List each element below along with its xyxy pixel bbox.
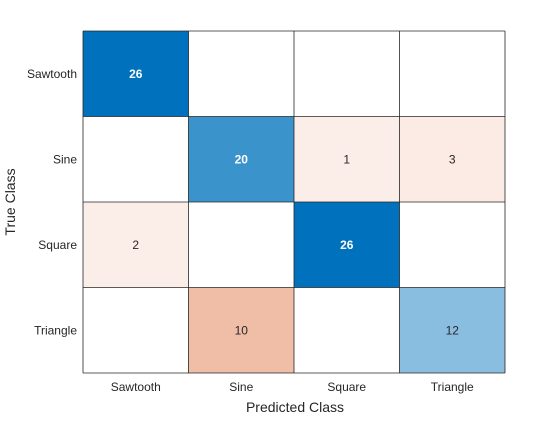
x-tick-label: Triangle xyxy=(431,380,474,394)
grid-layer xyxy=(82,30,506,374)
cell-value-sawtooth-sawtooth: 26 xyxy=(129,67,143,81)
cell-triangle-triangle xyxy=(399,287,505,373)
cell-square-square xyxy=(294,202,400,288)
cell-value-triangle-triangle: 12 xyxy=(446,323,460,337)
y-tick-label: Square xyxy=(38,238,77,252)
cell-sawtooth-sawtooth xyxy=(83,31,189,117)
labels-layer: 26 20 1 3 2 26 10 12 Sawtooth Sine Square Triangle S… xyxy=(27,67,474,394)
x-tick-label: Square xyxy=(327,380,366,394)
x-tick-label: Sine xyxy=(229,380,253,394)
cell-triangle-square xyxy=(294,287,400,373)
cell-value-square-sawtooth: 2 xyxy=(132,238,139,252)
cell-sawtooth-triangle xyxy=(399,31,505,117)
y-tick-label: Sawtooth xyxy=(27,67,77,81)
x-tick-label: Sawtooth xyxy=(111,380,161,394)
cell-sine-sine xyxy=(188,116,294,202)
cell-value-triangle-sine: 10 xyxy=(235,323,249,337)
y-tick-label: Sine xyxy=(53,152,77,166)
cell-sine-triangle xyxy=(399,116,505,202)
cell-sawtooth-sine xyxy=(188,31,294,117)
cell-value-sine-sine: 20 xyxy=(235,152,249,166)
cell-triangle-sawtooth xyxy=(83,287,189,373)
cell-value-sine-triangle: 3 xyxy=(449,152,456,166)
cell-sine-sawtooth xyxy=(83,116,189,202)
cell-square-triangle xyxy=(399,202,505,288)
cell-sine-square xyxy=(294,116,400,202)
cell-square-sawtooth xyxy=(83,202,189,288)
y-axis-label: True Class xyxy=(2,168,18,235)
cells-layer xyxy=(83,31,505,373)
cell-value-square-square: 26 xyxy=(340,238,354,252)
x-axis-label: Predicted Class xyxy=(246,399,344,415)
cell-value-sine-square: 1 xyxy=(343,152,350,166)
cell-triangle-sine xyxy=(188,287,294,373)
cell-sawtooth-square xyxy=(294,31,400,117)
y-tick-label: Triangle xyxy=(34,323,77,337)
cell-square-sine xyxy=(188,202,294,288)
